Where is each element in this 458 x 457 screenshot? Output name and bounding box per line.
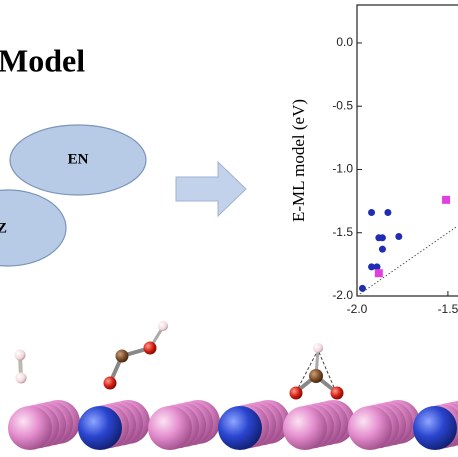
point [378,245,386,253]
molecules [14,321,344,400]
point [368,263,376,271]
heading: Model [0,42,85,78]
y-tick-label: -1.0 [332,162,353,176]
reference-line [356,226,458,297]
point [384,208,392,216]
y-axis-label: E-ML model (eV) [289,99,308,222]
atom [348,406,392,450]
arrow [175,160,247,218]
x-tick-label: -1.5 [438,302,458,316]
atom [283,406,327,450]
node-shape [0,189,67,267]
node-label: Z [0,220,7,236]
y-tick-label: -2.0 [332,288,353,302]
y-tick-label: -0.5 [332,98,353,112]
atom [413,406,457,450]
point [378,234,386,242]
point [395,233,403,241]
atom [218,406,262,450]
point [358,284,366,292]
atom [78,406,122,450]
x-tick-label: -2.0 [347,302,368,316]
chart: 0.0 -0.5 -1.0 -1.5 -2.0-2.0 -1.5 E-ML model (e… [289,4,458,316]
node-shape [9,124,147,196]
point [442,195,451,204]
atom [148,406,192,450]
point [368,208,376,216]
point [374,269,383,278]
atom [8,406,52,450]
plot-frame [356,4,458,297]
y-tick-label: 0.0 [336,35,353,49]
point [373,263,381,271]
surface [8,400,458,450]
node-label: EN [68,151,89,167]
y-tick-label: -1.5 [332,225,353,239]
